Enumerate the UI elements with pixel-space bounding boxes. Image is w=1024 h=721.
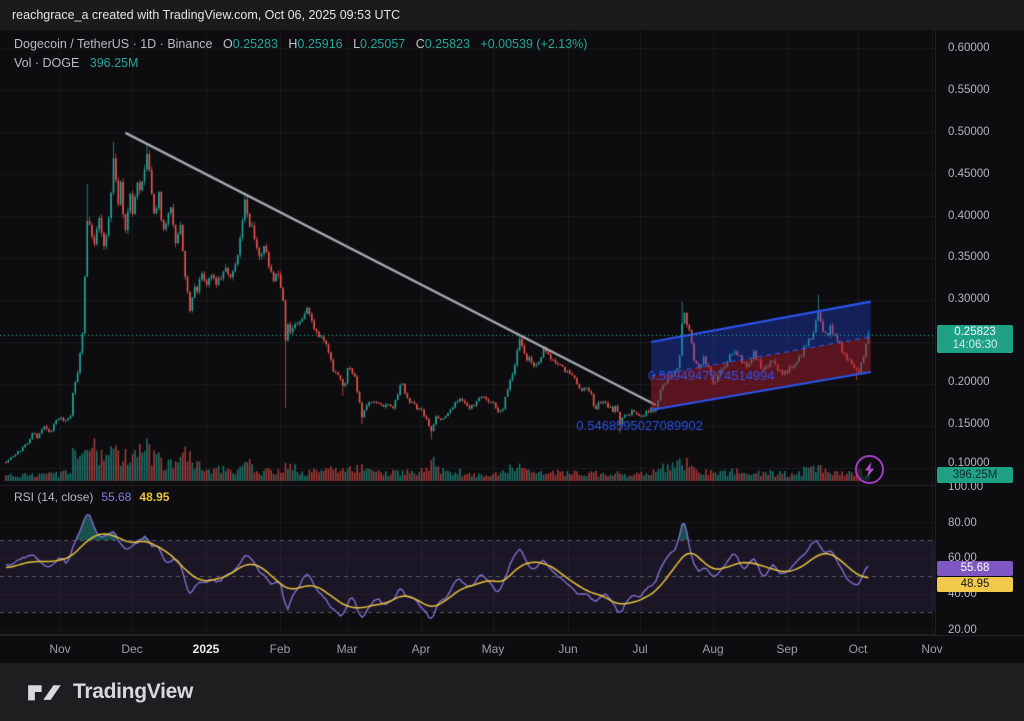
axis-tick-label: 0.30000 (948, 293, 990, 305)
axis-tick-label: 0.45000 (948, 168, 990, 180)
axis-tick-label: 0.50000 (948, 126, 990, 138)
rsi-value-badge: 55.68 (937, 561, 1013, 576)
time-tick-label: Jul (632, 642, 648, 656)
volume-value: 396.25M (89, 56, 139, 70)
axis-tick-label: 0.40000 (948, 210, 990, 222)
axis-tick-label: 20.00 (948, 624, 977, 636)
axis-tick-label: 0.60000 (948, 42, 990, 54)
open-label: O (222, 37, 233, 51)
time-tick-label: Jun (558, 642, 578, 656)
time-tick-label: Oct (848, 642, 868, 656)
rsi-ma-badge: 48.95 (937, 577, 1013, 592)
axis-tick-label: 80.00 (948, 517, 977, 529)
time-tick-label: 2025 (192, 642, 220, 656)
time-tick-label: Nov (921, 642, 943, 656)
tradingview-logo-icon[interactable] (27, 681, 63, 704)
axis-tick-label: 0.20000 (948, 376, 990, 388)
axis-tick-label: 0.15000 (948, 418, 990, 430)
attribution-text: reachgrace_a created with TradingView.co… (12, 8, 401, 22)
tradingview-wordmark[interactable]: TradingView (73, 680, 194, 703)
symbol-title[interactable]: Dogecoin / TetherUS (14, 37, 130, 51)
price-axis-divider (935, 30, 936, 635)
axis-tick-label: 0.10000 (948, 457, 990, 469)
bar-countdown: 14:06:30 (952, 339, 998, 351)
low-label: L (353, 37, 361, 51)
time-tick-label: May (481, 642, 505, 656)
volume-row[interactable]: Vol · DOGE 396.25M (14, 54, 587, 72)
high-value: 0.25916 (297, 37, 343, 51)
chart-canvas[interactable] (0, 30, 935, 635)
volume-badge: 396.25M (937, 467, 1013, 483)
rsi-value: 55.68 (101, 490, 132, 504)
rsi-legend[interactable]: RSI (14, close) 55.68 48.95 (14, 490, 169, 504)
low-value: 0.25057 (360, 37, 406, 51)
axis-tick-label: 0.35000 (948, 251, 990, 263)
high-label: H (288, 37, 298, 51)
close-value: 0.25823 (424, 37, 470, 51)
close-label: C (415, 37, 425, 51)
time-tick-label: Mar (336, 642, 358, 656)
symbol-row[interactable]: Dogecoin / TetherUS · 1D · Binance O0.25… (14, 35, 587, 53)
rsi-title[interactable]: RSI (14, close) (14, 490, 94, 504)
time-tick-label: Dec (121, 642, 143, 656)
last-price-value: 0.25823 (954, 326, 996, 338)
time-tick-label: Sep (776, 642, 798, 656)
time-axis-divider (0, 635, 1024, 636)
attribution-bar: reachgrace_a created with TradingView.co… (0, 0, 1024, 30)
chart-area: Dogecoin / TetherUS · 1D · Binance O0.25… (0, 30, 1024, 663)
axis-tick-label: 0.55000 (948, 84, 990, 96)
open-value: 0.25283 (232, 37, 278, 51)
time-tick-label: Aug (702, 642, 724, 656)
volume-label: Vol · DOGE (14, 56, 80, 70)
lightning-icon (864, 462, 875, 477)
symbol-meta: · 1D · Binance (129, 37, 213, 51)
footer-bar: TradingView (0, 663, 1024, 721)
time-tick-label: Nov (49, 642, 71, 656)
quick-trade-button[interactable] (855, 455, 884, 484)
symbol-legend[interactable]: Dogecoin / TetherUS · 1D · Binance O0.25… (14, 35, 587, 72)
last-price-badge: 0.25823 14:06:30 (937, 325, 1013, 353)
axis-tick-label: 100.00 (948, 481, 984, 493)
rsi-ma-value: 48.95 (139, 490, 170, 504)
change-value: +0.00539 (+2.13%) (480, 37, 588, 51)
time-tick-label: Feb (269, 642, 291, 656)
time-tick-label: Apr (411, 642, 431, 656)
